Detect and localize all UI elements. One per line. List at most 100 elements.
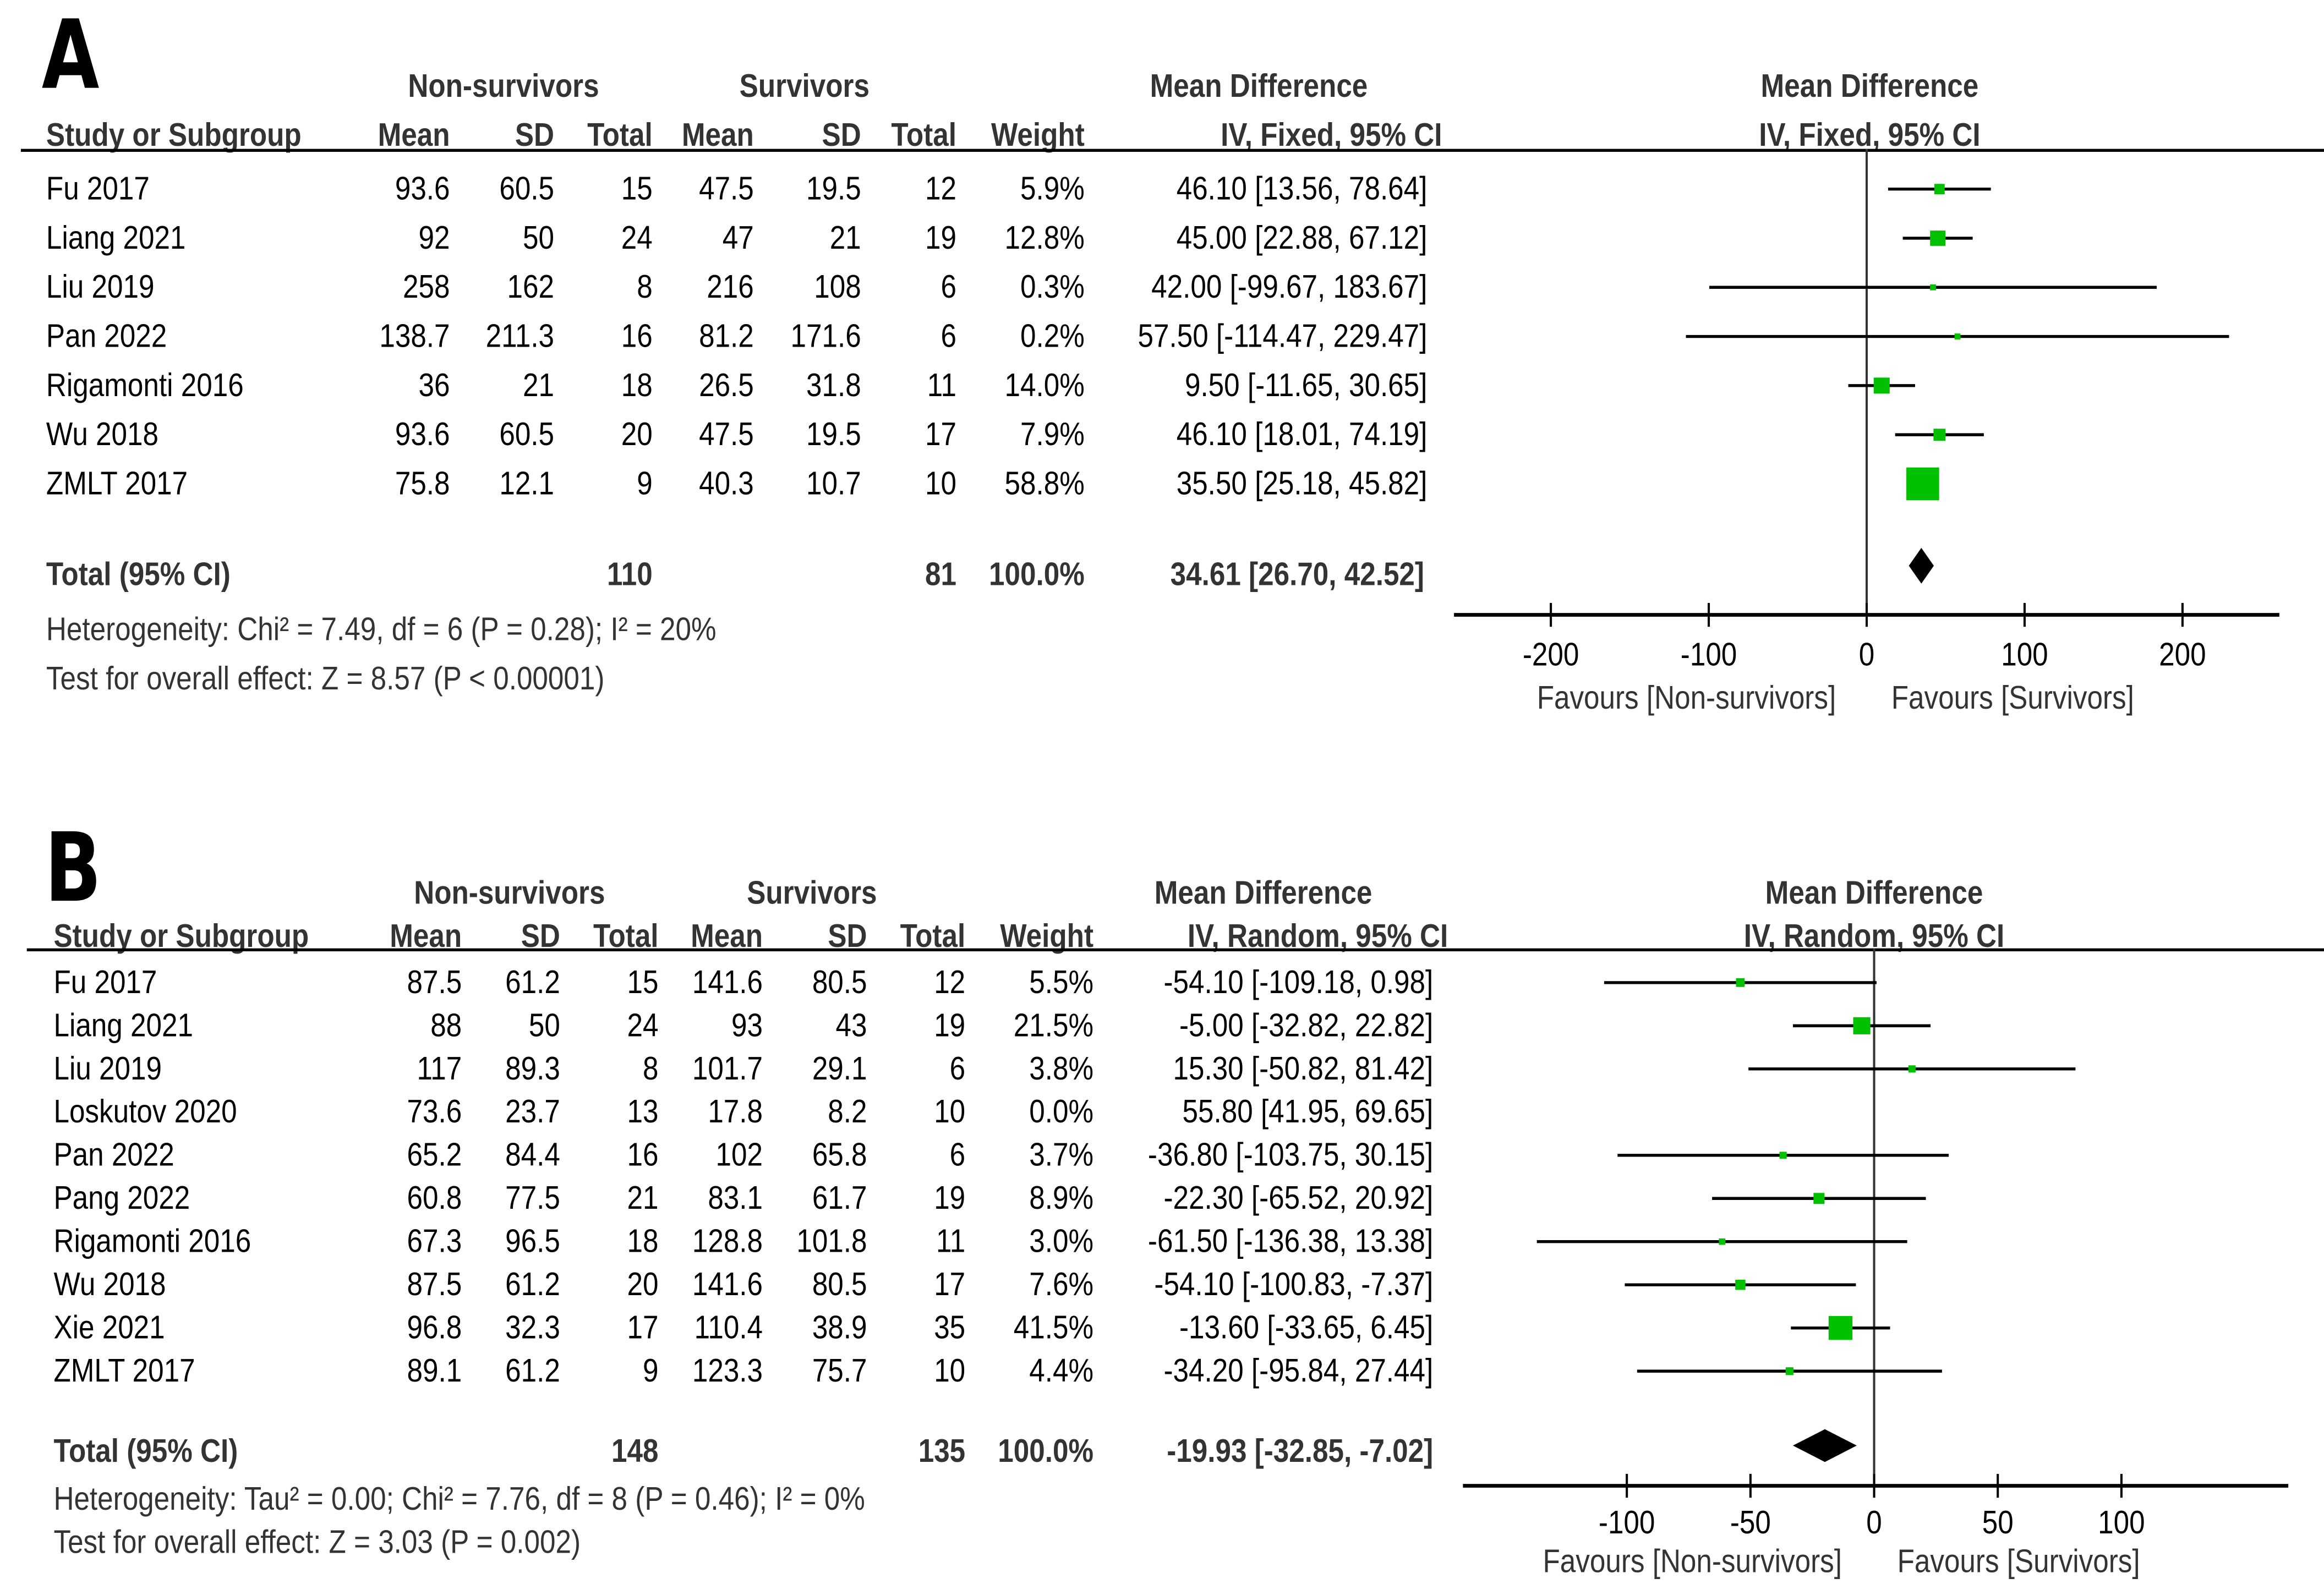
- column-header-ctl-sd: SD: [822, 116, 861, 154]
- weight: 3.8%: [1029, 1049, 1094, 1087]
- study-name: Wu 2018: [53, 1265, 166, 1303]
- column-header-effect-method: IV, Random, 95% CI: [1187, 917, 1448, 955]
- exp-total: 18: [627, 1222, 659, 1260]
- ctl-mean: 17.8: [708, 1093, 763, 1130]
- effect-ci: 45.00 [22.88, 67.12]: [1176, 218, 1428, 256]
- study-name: Liang 2021: [46, 218, 186, 256]
- effect-ci: 46.10 [18.01, 74.19]: [1176, 415, 1428, 453]
- exp-sd: 61.2: [505, 963, 560, 1001]
- total-label: Total (95% CI): [46, 555, 231, 593]
- ctl-sd: 171.6: [790, 317, 861, 355]
- effect-ci: -54.10 [-109.18, 0.98]: [1163, 963, 1434, 1001]
- ctl-mean: 110.4: [694, 1308, 763, 1346]
- ctl-mean: 102: [715, 1136, 763, 1174]
- plot-header-title: Mean Difference: [1765, 874, 1983, 912]
- column-header-ctl-total: Total: [900, 917, 966, 955]
- exp-total: 15: [627, 963, 659, 1001]
- ctl-mean: 128.8: [692, 1222, 763, 1260]
- effect-ci: -61.50 [-136.38, 13.38]: [1147, 1222, 1434, 1260]
- exp-total: 15: [621, 169, 653, 207]
- ctl-sd: 29.1: [812, 1049, 867, 1087]
- effect-ci: -36.80 [-103.75, 30.15]: [1147, 1136, 1434, 1174]
- pooled-diamond: [1909, 547, 1934, 584]
- ctl-total: 11: [936, 1222, 966, 1260]
- pooled-diamond: [1792, 1429, 1857, 1462]
- column-header-ctl-mean: Mean: [691, 917, 763, 955]
- study-name: ZMLT 2017: [53, 1351, 195, 1389]
- plot-header-method: IV, Random, 95% CI: [1743, 917, 2005, 955]
- effect-ci: 42.00 [-99.67, 183.67]: [1151, 268, 1428, 305]
- ctl-sd: 19.5: [806, 415, 861, 453]
- group-header-survivors: Survivors: [747, 874, 877, 912]
- study-name: Fu 2017: [46, 169, 150, 207]
- exp-mean: 65.2: [407, 1136, 462, 1174]
- exp-sd: 89.3: [505, 1049, 560, 1087]
- ctl-mean: 83.1: [708, 1179, 763, 1216]
- effect-square: [1853, 1017, 1871, 1034]
- exp-mean: 88: [430, 1006, 462, 1044]
- effect-ci: -13.60 [-33.65, 6.45]: [1179, 1308, 1434, 1346]
- column-header-weight: Weight: [1000, 917, 1094, 955]
- column-header-exp-mean: Mean: [378, 116, 450, 154]
- exp-sd: 61.2: [505, 1351, 560, 1389]
- overall-effect-text: Test for overall effect: Z = 3.03 (P = 0…: [53, 1523, 581, 1560]
- study-name: Wu 2018: [46, 415, 158, 453]
- exp-mean: 36: [418, 366, 450, 404]
- exp-total: 18: [621, 366, 653, 404]
- column-header-ctl-sd: SD: [828, 917, 867, 955]
- total-effect: 34.61 [26.70, 42.52]: [1170, 555, 1424, 593]
- weight: 41.5%: [1013, 1308, 1094, 1346]
- effect-square: [1719, 1238, 1725, 1245]
- effect-square: [1954, 333, 1961, 339]
- effect-square: [1873, 377, 1890, 394]
- ctl-sd: 80.5: [812, 963, 867, 1001]
- exp-mean: 87.5: [407, 1265, 462, 1303]
- panel-label-b: B: [45, 814, 102, 925]
- favours-right-label: Favours [Survivors]: [1898, 1543, 2140, 1579]
- ctl-sd: 38.9: [812, 1308, 867, 1346]
- weight: 3.7%: [1029, 1136, 1094, 1174]
- ctl-total: 6: [940, 268, 956, 305]
- plot-header-method: IV, Fixed, 95% CI: [1759, 116, 1981, 154]
- overall-effect-text: Test for overall effect: Z = 8.57 (P < 0…: [46, 659, 605, 697]
- exp-total: 20: [627, 1265, 659, 1303]
- effect-square: [1828, 1316, 1853, 1340]
- header-rule: [20, 149, 2324, 152]
- ctl-total: 6: [949, 1136, 966, 1174]
- study-name: Liu 2019: [46, 268, 155, 305]
- study-name: Rigamonti 2016: [53, 1222, 251, 1260]
- group-header-non-survivors: Non-survivors: [408, 67, 599, 105]
- exp-sd: 60.5: [499, 169, 555, 207]
- exp-total: 24: [621, 218, 653, 256]
- ctl-mean: 47: [722, 218, 754, 256]
- header-rule: [26, 948, 2324, 952]
- panel-label-a: A: [41, 1, 100, 112]
- effect-square: [1785, 1367, 1793, 1375]
- ctl-sd: 43: [835, 1006, 867, 1044]
- ctl-mean: 40.3: [699, 464, 754, 502]
- total-weight: 100.0%: [989, 555, 1085, 593]
- total-weight: 100.0%: [998, 1432, 1094, 1470]
- column-header-ctl-total: Total: [891, 116, 956, 154]
- x-tick-label: 100: [2098, 1504, 2145, 1540]
- ctl-total: 35: [934, 1308, 966, 1346]
- exp-mean: 75.8: [395, 464, 450, 502]
- ctl-mean: 81.2: [699, 317, 754, 355]
- ctl-total: 10: [925, 464, 956, 502]
- exp-sd: 23.7: [505, 1093, 560, 1130]
- exp-mean: 258: [403, 268, 450, 305]
- effect-square: [1813, 1193, 1825, 1204]
- weight: 58.8%: [1004, 464, 1085, 502]
- weight: 8.9%: [1029, 1179, 1094, 1216]
- favours-left-label: Favours [Non-survivors]: [1543, 1543, 1842, 1579]
- study-name: Pan 2022: [53, 1136, 174, 1174]
- column-header-exp-sd: SD: [521, 917, 560, 955]
- exp-total: 9: [643, 1351, 659, 1389]
- ctl-sd: 80.5: [812, 1265, 867, 1303]
- plot-header-title: Mean Difference: [1760, 67, 1979, 105]
- effect-square: [1930, 284, 1936, 291]
- ctl-mean: 47.5: [699, 169, 754, 207]
- study-name: Liang 2021: [53, 1006, 193, 1044]
- group-header-survivors: Survivors: [739, 67, 870, 105]
